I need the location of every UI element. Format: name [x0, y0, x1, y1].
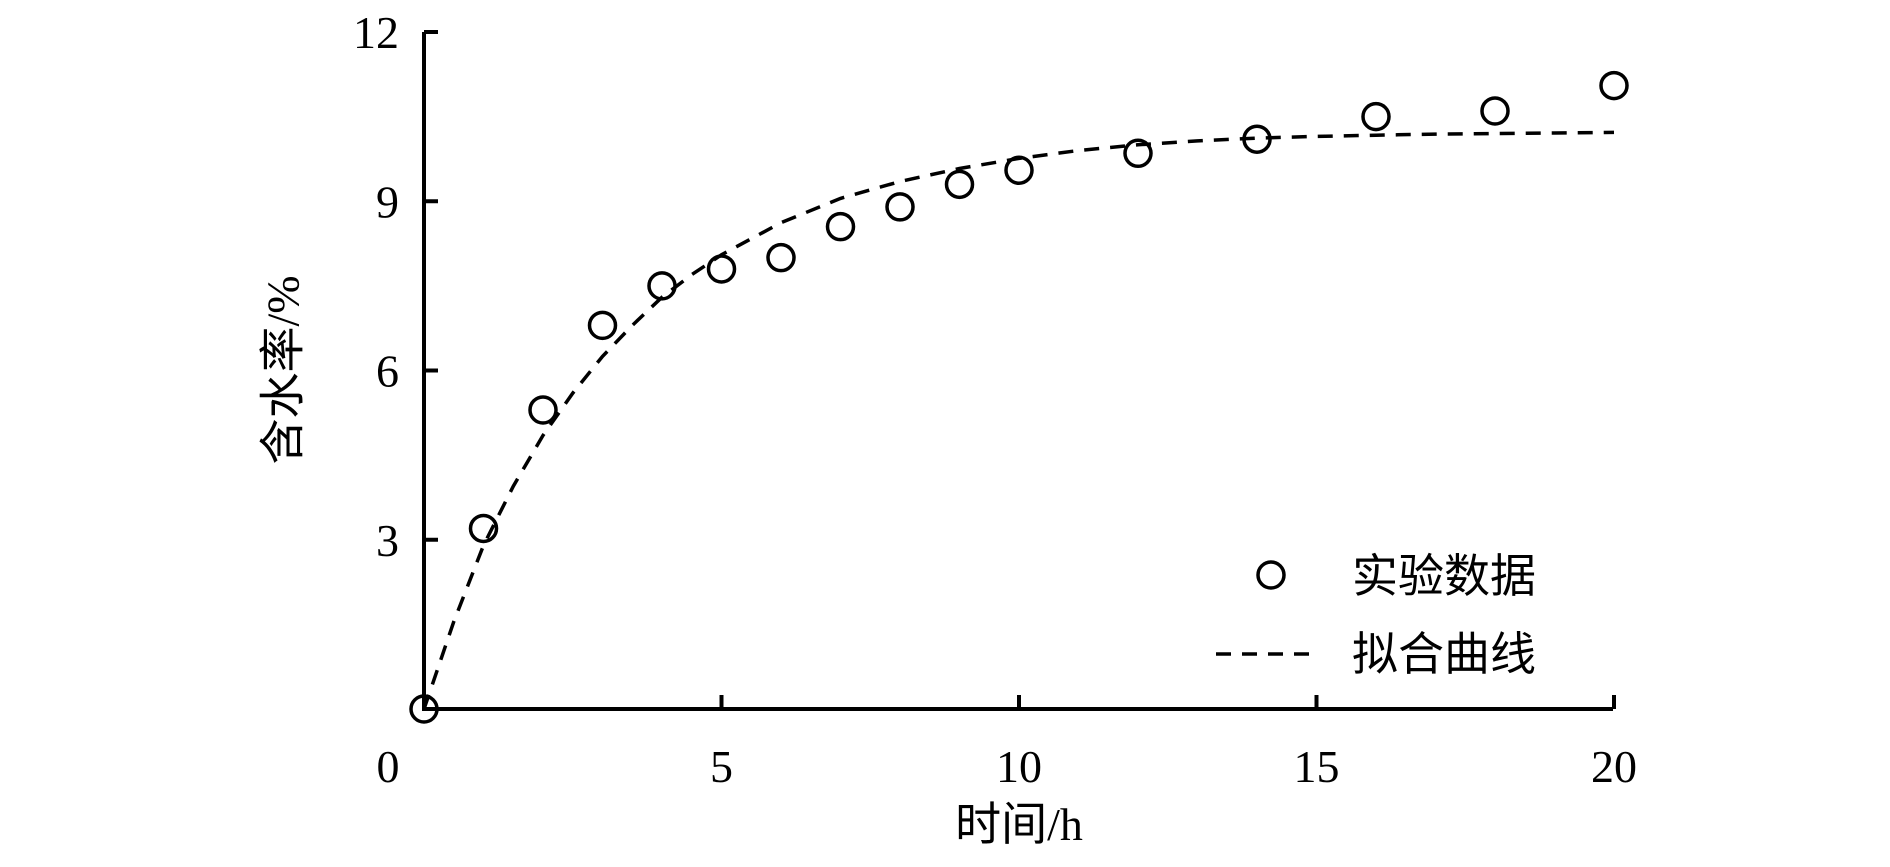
- data-point: [468, 513, 499, 544]
- x-tick-label: 0: [377, 741, 400, 792]
- y-tick-label: 12: [353, 7, 399, 58]
- legend-label-fit-curve: 拟合曲线: [1352, 629, 1536, 680]
- data-point: [647, 271, 677, 301]
- data-point: [1004, 155, 1034, 185]
- y-tick-label: 3: [376, 515, 399, 566]
- x-axis-label: 时间/h: [955, 799, 1083, 850]
- data-point: [1123, 138, 1153, 169]
- legend-label-experiment-data: 实验数据: [1352, 551, 1536, 602]
- data-point: [1480, 96, 1510, 126]
- experiment-data-series: [409, 70, 1629, 724]
- y-tick-label: 6: [376, 346, 399, 397]
- legend: 实验数据 拟合曲线: [1216, 551, 1536, 680]
- x-tick-label: 20: [1591, 741, 1637, 792]
- fit-curve-line: [422, 130, 1615, 710]
- data-point: [1361, 101, 1391, 132]
- data-point: [766, 242, 796, 273]
- data-point: [825, 211, 856, 242]
- data-point: [409, 694, 439, 724]
- data-point: [944, 169, 975, 200]
- data-point: [1242, 124, 1272, 154]
- y-axis-label: 含水率/%: [258, 275, 309, 464]
- data-point: [885, 192, 915, 222]
- x-tick-label: 10: [996, 741, 1042, 792]
- data-point: [1599, 70, 1629, 101]
- legend-marker-experiment-data: [1256, 560, 1286, 590]
- data-point: [528, 395, 558, 425]
- data-point: [706, 254, 737, 284]
- data-point: [587, 310, 618, 341]
- ticks: 0 5 10 15 20 3 6 9 12: [353, 7, 1637, 792]
- x-tick-label: 5: [710, 741, 733, 792]
- y-tick-label: 9: [376, 176, 399, 227]
- x-tick-label: 15: [1294, 741, 1340, 792]
- fit-curve-series: [422, 130, 1615, 710]
